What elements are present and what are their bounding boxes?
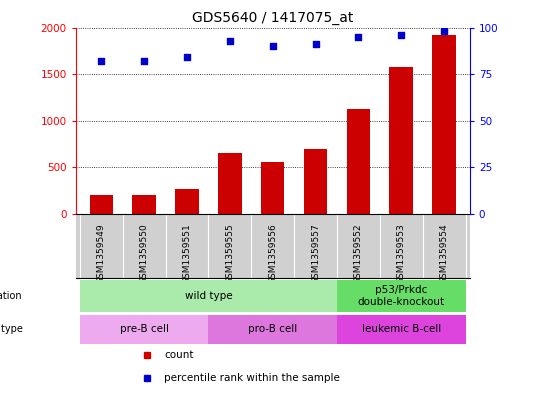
FancyBboxPatch shape [337, 314, 465, 344]
Text: pro-B cell: pro-B cell [248, 324, 298, 334]
Text: GSM1359552: GSM1359552 [354, 224, 363, 285]
Bar [304, 149, 327, 214]
Text: GSM1359557: GSM1359557 [311, 224, 320, 285]
Text: pre-B cell: pre-B cell [120, 324, 168, 334]
Point [183, 54, 191, 61]
Text: cell type: cell type [0, 324, 22, 334]
FancyBboxPatch shape [208, 314, 337, 344]
Point [97, 58, 106, 64]
Point [397, 32, 406, 38]
Text: count: count [164, 350, 194, 360]
Point [226, 37, 234, 44]
Bar [218, 152, 241, 214]
Bar [132, 195, 156, 214]
Text: GSM1359554: GSM1359554 [440, 224, 449, 285]
Text: GSM1359549: GSM1359549 [97, 224, 106, 285]
Text: wild type: wild type [185, 291, 232, 301]
Bar [433, 35, 456, 214]
Point [440, 28, 448, 34]
Text: leukemic B-cell: leukemic B-cell [362, 324, 441, 334]
Text: percentile rank within the sample: percentile rank within the sample [164, 373, 340, 383]
Text: GSM1359553: GSM1359553 [397, 224, 406, 285]
Title: GDS5640 / 1417075_at: GDS5640 / 1417075_at [192, 11, 353, 25]
Text: GSM1359550: GSM1359550 [140, 224, 149, 285]
FancyBboxPatch shape [80, 280, 337, 312]
Text: GSM1359556: GSM1359556 [268, 224, 277, 285]
Bar [175, 189, 199, 214]
Point [354, 34, 363, 40]
Bar [90, 195, 113, 214]
Text: GSM1359555: GSM1359555 [225, 224, 234, 285]
Bar [347, 109, 370, 214]
Point [268, 43, 277, 49]
Bar [261, 162, 285, 214]
FancyBboxPatch shape [80, 314, 208, 344]
Text: p53/Prkdc
double-knockout: p53/Prkdc double-knockout [357, 285, 445, 307]
Text: genotype/variation: genotype/variation [0, 291, 22, 301]
Bar [389, 67, 413, 214]
Point [140, 58, 149, 64]
FancyBboxPatch shape [337, 280, 465, 312]
Point [311, 41, 320, 48]
Text: GSM1359551: GSM1359551 [183, 224, 192, 285]
